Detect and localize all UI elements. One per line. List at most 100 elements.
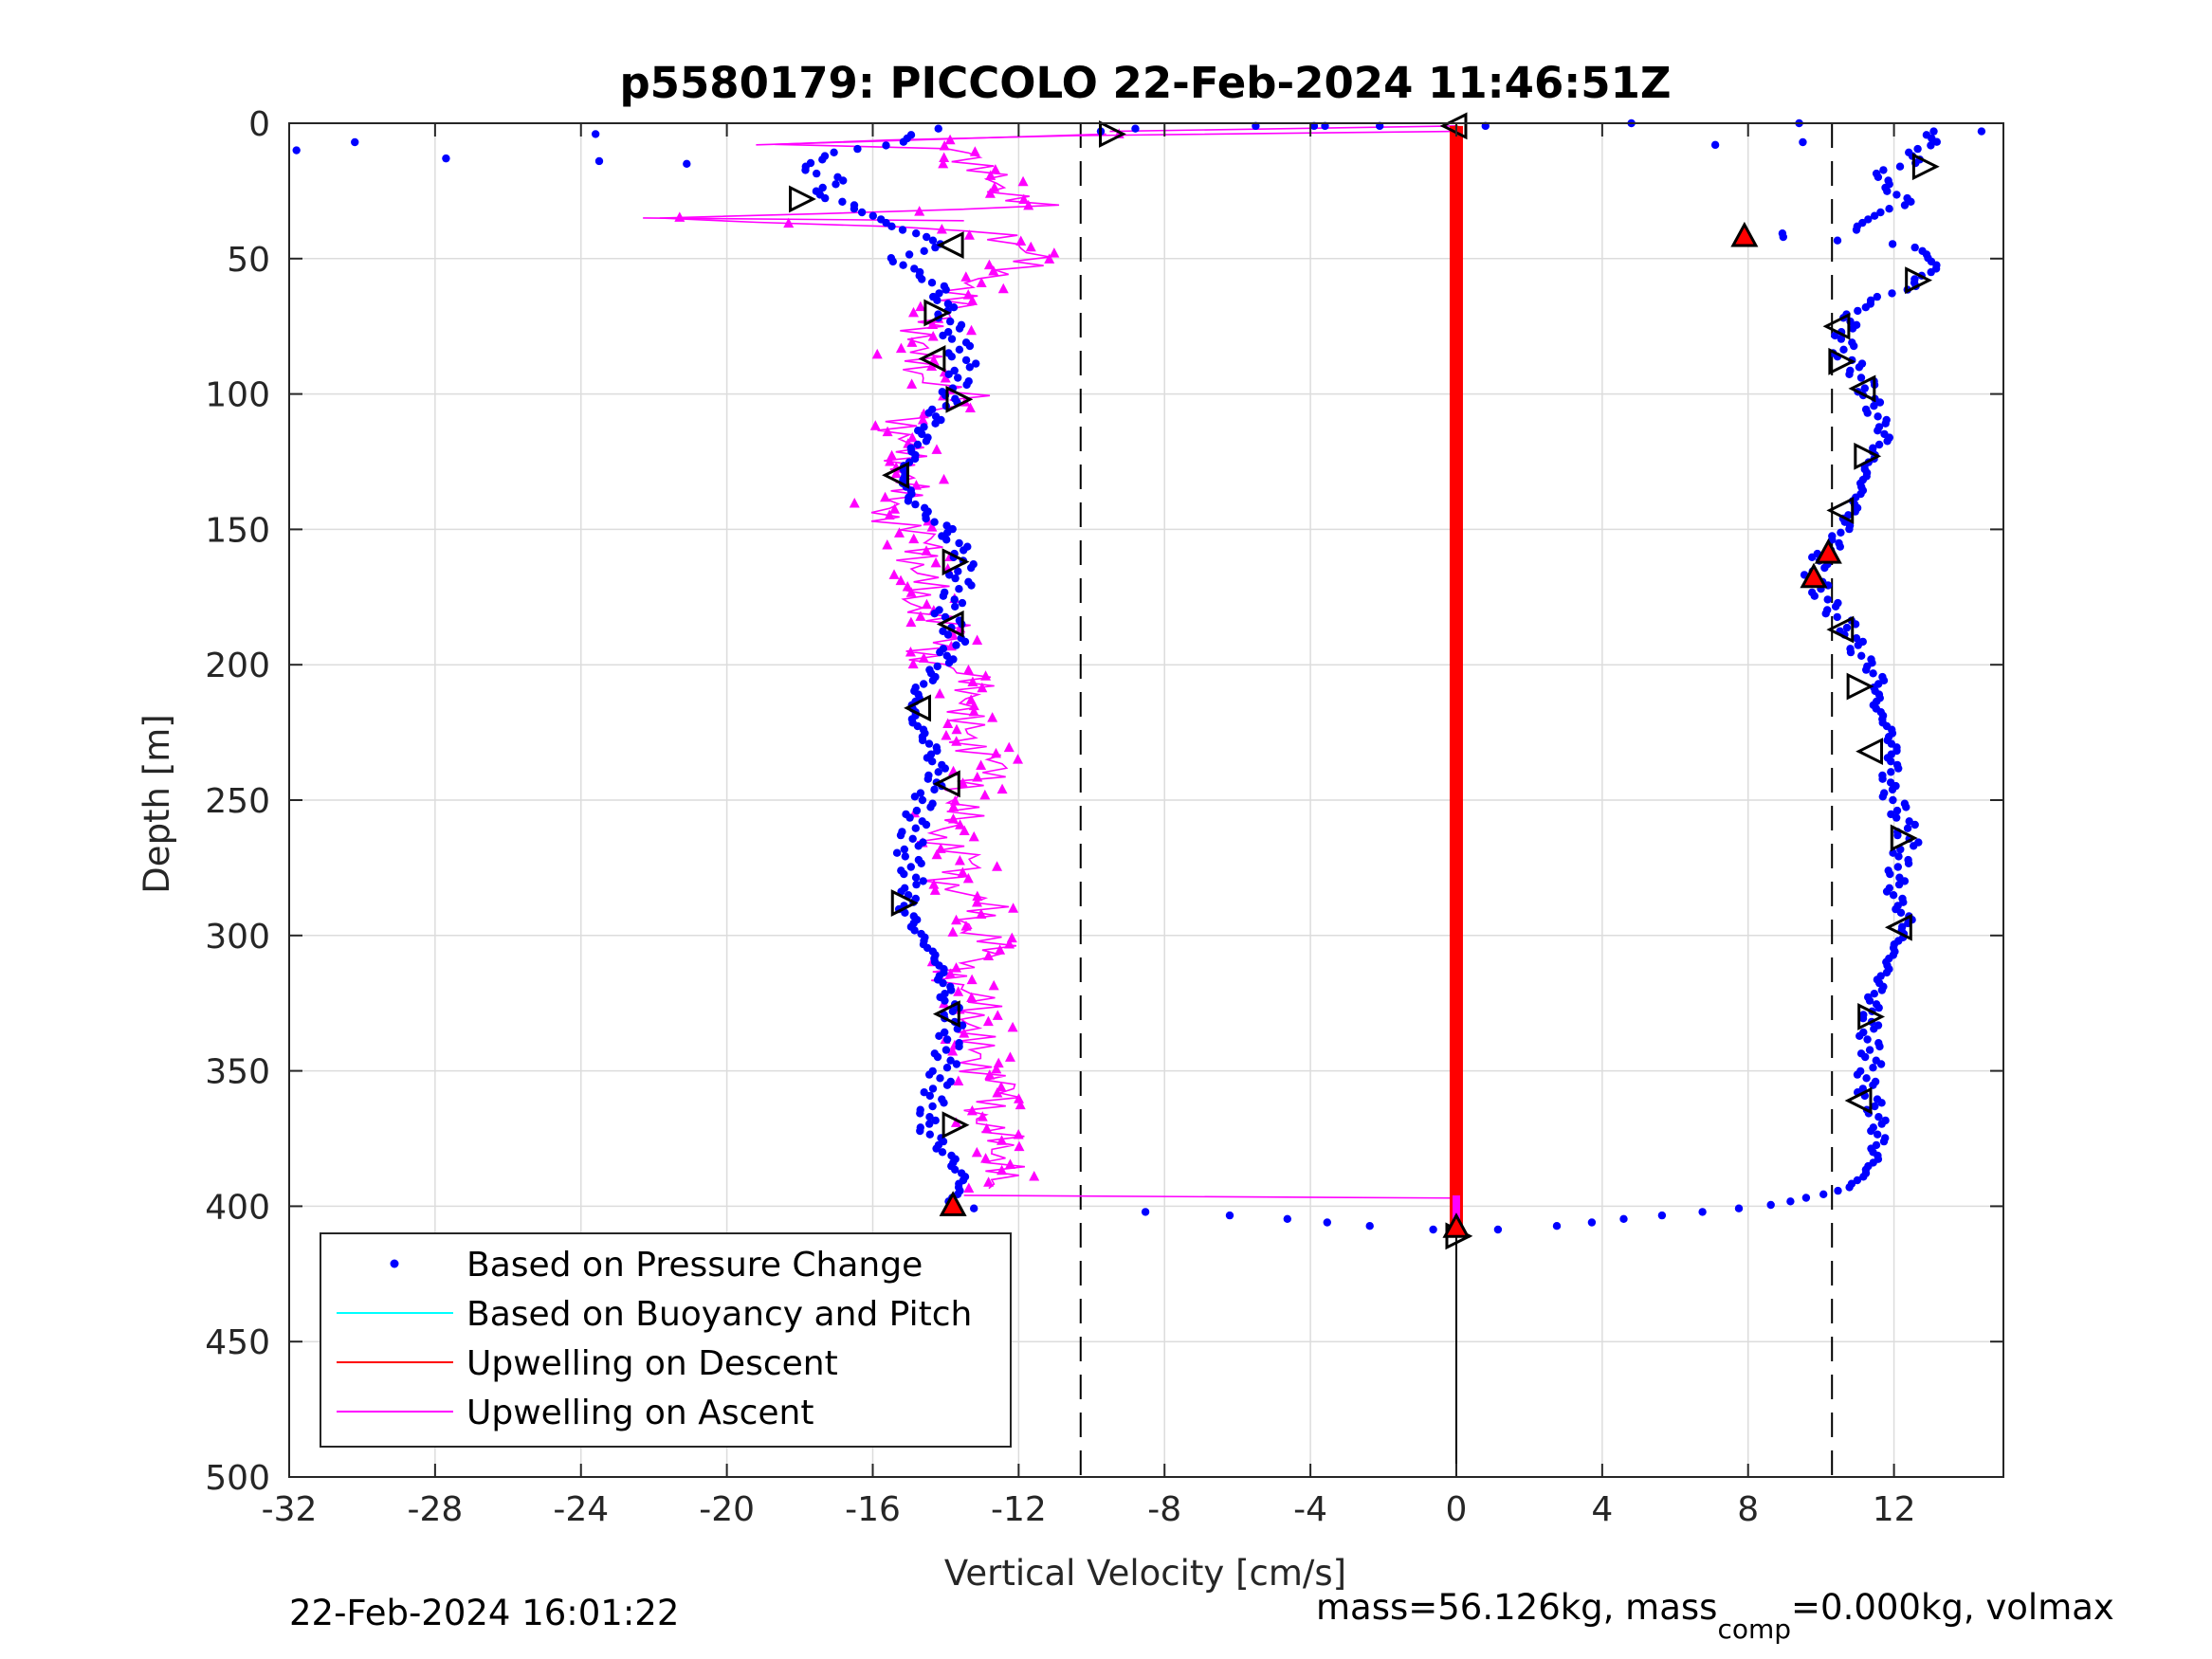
pressure-change-point xyxy=(1852,634,1861,643)
pressure-change-point xyxy=(905,250,914,259)
ascent-upwelling-point xyxy=(983,259,995,270)
pressure-change-point xyxy=(1870,990,1879,998)
ascent-upwelling-point xyxy=(966,324,978,336)
ascent-upwelling-point xyxy=(931,444,942,454)
descent-upwelling-point xyxy=(1450,1057,1462,1068)
descent-upwelling-point xyxy=(1450,228,1462,240)
ascent-upwelling-point xyxy=(967,295,978,305)
ascent-upwelling-point xyxy=(958,777,969,788)
ascent-upwelling-point xyxy=(992,861,1003,871)
descent-upwelling-point xyxy=(1450,195,1462,207)
ascent-upwelling-point xyxy=(955,819,966,830)
x-tick-label: 8 xyxy=(1737,1490,1759,1529)
ascent-upwelling-point xyxy=(947,812,959,824)
ascent-upwelling-point xyxy=(938,157,949,169)
pressure-change-point xyxy=(928,236,938,245)
descent-upwelling-point xyxy=(1450,431,1462,443)
pressure-change-point xyxy=(1836,542,1845,551)
pressure-change-point xyxy=(936,1074,944,1083)
pressure-change-point xyxy=(920,423,928,431)
ascent-upwelling-point xyxy=(967,676,978,686)
ascent-upwelling-point xyxy=(1049,247,1060,258)
pressure-change-point xyxy=(934,124,942,133)
ascent-upwelling-point xyxy=(972,634,983,645)
ascent-upwelling-point xyxy=(987,712,998,722)
descent-upwelling-point xyxy=(1450,464,1462,475)
pressure-change-point xyxy=(1853,1176,1862,1185)
descent-upwelling-point xyxy=(1450,1121,1462,1133)
pressure-change-point xyxy=(1619,1214,1628,1224)
descent-upwelling-point xyxy=(1450,618,1462,629)
pressure-change-point xyxy=(1894,764,1903,773)
descent-upwelling-point xyxy=(1450,943,1462,955)
pressure-change-point xyxy=(931,419,940,428)
ascent-upwelling-point xyxy=(915,301,926,312)
pressure-change-point xyxy=(898,226,907,234)
ascent-upwelling-point xyxy=(963,1182,975,1194)
descent-upwelling-point xyxy=(1450,318,1462,329)
pressure-change-point xyxy=(952,1060,961,1068)
pressure-change-point xyxy=(1877,1120,1886,1128)
descent-upwelling-point xyxy=(1450,757,1462,768)
y-tick-label: 350 xyxy=(205,1053,270,1092)
descent-upwelling-point xyxy=(1450,683,1462,694)
ascent-upwelling-point xyxy=(953,986,964,996)
ascent-upwelling-point xyxy=(1013,754,1024,764)
descent-upwelling-point xyxy=(1450,910,1462,921)
pressure-change-point xyxy=(1889,795,1897,805)
ascent-upwelling-point xyxy=(951,736,962,746)
x-tick-label: -16 xyxy=(845,1490,901,1529)
pressure-change-point xyxy=(1893,863,1903,871)
ascent-upwelling-point xyxy=(996,1164,1008,1176)
pressure-change-point xyxy=(1892,813,1901,822)
descent-upwelling-point xyxy=(1450,172,1462,183)
descent-upwelling-point xyxy=(1450,1065,1462,1076)
pressure-change-point xyxy=(351,137,359,147)
pressure-change-point xyxy=(1870,1025,1878,1033)
ascent-upwelling-point xyxy=(906,378,918,389)
pressure-change-point xyxy=(1894,880,1904,889)
pressure-change-point xyxy=(1856,374,1866,382)
descent-upwelling-point xyxy=(1450,796,1462,808)
ascent-upwelling-point xyxy=(988,979,999,991)
ascent-upwelling-point xyxy=(996,1081,1007,1092)
descent-upwelling-point xyxy=(1450,366,1462,377)
pressure-change-point xyxy=(912,880,921,889)
descent-upwelling-point xyxy=(1450,496,1462,507)
ascent-upwelling-point xyxy=(939,152,950,163)
ascent-upwelling-point xyxy=(971,896,982,907)
pressure-change-point xyxy=(1734,1204,1744,1212)
y-tick-label: 150 xyxy=(205,511,270,550)
pressure-change-point xyxy=(926,803,935,811)
ascent-upwelling-point xyxy=(976,277,987,288)
right-triangle-marker xyxy=(1911,153,1940,181)
descent-upwelling-point xyxy=(1450,342,1462,354)
legend-label: Upwelling on Descent xyxy=(466,1344,838,1383)
ascent-upwelling-point xyxy=(931,848,942,860)
descent-upwelling-point xyxy=(1450,325,1462,337)
right-triangle-marker xyxy=(1905,266,1933,295)
descent-upwelling-point xyxy=(1450,894,1462,905)
pressure-change-point xyxy=(1863,409,1872,417)
pressure-change-point xyxy=(935,1031,943,1041)
ascent-upwelling-point xyxy=(783,217,795,228)
pressure-change-point xyxy=(1888,240,1897,248)
ascent-upwelling-line-segment xyxy=(643,217,964,222)
left-triangle-marker xyxy=(1844,1086,1873,1115)
descent-upwelling-point xyxy=(1450,480,1462,491)
pressure-change-point xyxy=(948,1007,958,1016)
right-triangle-marker xyxy=(941,1111,970,1139)
pressure-change-point xyxy=(911,824,920,832)
pressure-change-point xyxy=(922,437,931,446)
pressure-change-point xyxy=(955,538,963,548)
descent-upwelling-point xyxy=(1450,975,1462,987)
ascent-upwelling-point xyxy=(968,830,979,842)
descent-upwelling-point xyxy=(1450,350,1462,361)
pressure-change-point xyxy=(821,193,830,203)
ascent-upwelling-point xyxy=(890,467,902,479)
descent-upwelling-point xyxy=(1450,748,1462,759)
pressure-change-point xyxy=(1886,869,1894,879)
ascent-upwelling-point xyxy=(977,682,988,693)
ascent-upwelling-point xyxy=(910,480,922,490)
ascent-upwelling-point xyxy=(930,556,941,568)
